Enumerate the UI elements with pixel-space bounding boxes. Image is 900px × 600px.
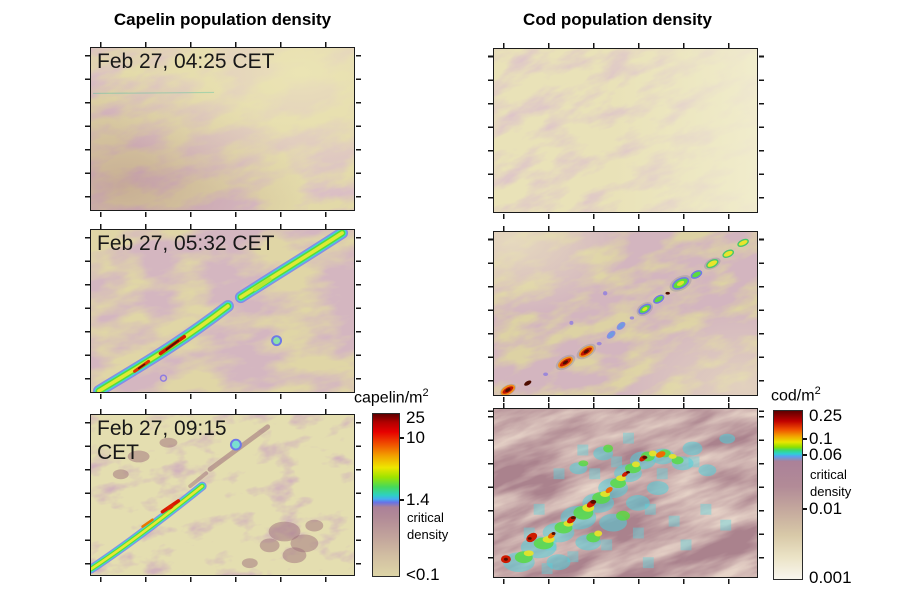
colorbar-unit-exponent: 2 xyxy=(814,385,821,397)
axis-ticks-bottom xyxy=(493,213,758,219)
axis-ticks-bottom xyxy=(90,393,355,399)
column-title-capelin: Capelin population density xyxy=(113,10,332,29)
axis-ticks-right xyxy=(758,408,764,578)
axis-ticks-left xyxy=(487,48,493,213)
axis-ticks-bottom xyxy=(493,396,758,402)
axis-ticks-top xyxy=(493,225,758,231)
colorbar-tickmark xyxy=(803,438,807,440)
axis-ticks-bottom xyxy=(90,211,355,217)
colorbar-cod: cod/m2 0.25 0.1 0.06 critical density 0.… xyxy=(771,385,883,586)
colorbar-unit-base: cod/m xyxy=(771,387,815,405)
colorbar-tickmark xyxy=(400,499,404,501)
capelin-school-band xyxy=(99,233,342,392)
axis-ticks-top xyxy=(493,402,758,408)
axis-ticks-left xyxy=(487,231,493,396)
colorbar-capelin: capelin/m2 25 10 1.4 critical density <0… xyxy=(354,387,482,583)
colorbar-tickmark xyxy=(803,454,807,456)
heatmap-panel-capelin-row3: Feb 27, 09:15 CET xyxy=(84,408,361,582)
axis-ticks-right xyxy=(355,47,361,211)
timestamp-label: Feb 27, 09:15 CET xyxy=(97,417,227,464)
heatmap-image-capelin-row1 xyxy=(91,48,354,210)
colorbar-tick-label: 10 xyxy=(406,428,425,447)
stray-school-blob xyxy=(229,438,242,451)
axis-ticks-top xyxy=(90,223,355,229)
colorbar-tick-label: <0.1 xyxy=(406,565,440,584)
axis-ticks-left xyxy=(84,47,90,211)
cod-aggregation-chain xyxy=(499,238,749,395)
heatmap-panel-cod-row2 xyxy=(487,225,764,402)
critical-density-label: critical density xyxy=(407,510,449,543)
axis-ticks-bottom xyxy=(90,576,355,582)
axis-ticks-right xyxy=(758,48,764,213)
colorbar-tick-label: 25 xyxy=(406,408,425,427)
colorbar-unit-base: capelin/m xyxy=(354,389,423,407)
heatmap-panel-cod-row1 xyxy=(487,42,764,219)
colorbar-gradient-capelin xyxy=(372,413,400,577)
colorbar-tick-label: 0.001 xyxy=(809,568,852,587)
colorbar-tick-label: 0.01 xyxy=(809,499,843,518)
axis-ticks-right xyxy=(355,414,361,576)
axis-ticks-bottom xyxy=(493,578,758,584)
axis-ticks-top xyxy=(90,41,355,47)
stray-school-blob xyxy=(271,335,283,347)
column-title-cod: Cod population density xyxy=(523,10,712,29)
colorbar-unit-exponent: 2 xyxy=(422,387,429,399)
colorbar-tick-label: 1.4 xyxy=(406,490,430,509)
timestamp-label: Feb 27, 05:32 CET xyxy=(97,232,275,255)
residual-patches xyxy=(112,437,324,569)
heatmap-panel-capelin-row2: Feb 27, 05:32 CET xyxy=(84,223,361,399)
colorbar-tickmark xyxy=(803,508,807,510)
axis-ticks-right xyxy=(355,229,361,393)
axis-ticks-left xyxy=(487,408,493,578)
timestamp-label: Feb 27, 04:25 CET xyxy=(97,50,275,73)
echo-artifact-line xyxy=(92,91,215,95)
colorbar-title-capelin: capelin/m2 xyxy=(354,387,429,407)
colorbar-tick-label: 0.25 xyxy=(809,406,843,425)
heatmap-image-cod-row3 xyxy=(494,409,757,577)
red-hotspots xyxy=(500,451,666,564)
colorbar-gradient-cod xyxy=(773,410,803,580)
heatmap-image-capelin-row2 xyxy=(91,230,354,392)
heatmap-image-cod-row2 xyxy=(494,232,757,395)
heatmap-panel-cod-row3 xyxy=(487,402,764,584)
axis-ticks-left xyxy=(84,229,90,393)
heatmap-image-cod-row1 xyxy=(494,49,757,212)
axis-ticks-right xyxy=(758,231,764,396)
heatmap-panel-capelin-row1: Feb 27, 04:25 CET xyxy=(84,41,361,217)
axis-ticks-left xyxy=(84,414,90,576)
capelin-school-band xyxy=(91,424,271,569)
axis-ticks-top xyxy=(90,408,355,414)
heatmap-image-capelin-row3 xyxy=(91,415,354,575)
colorbar-title-cod: cod/m2 xyxy=(771,385,821,405)
colorbar-tick-label: 0.06 xyxy=(809,445,843,464)
colorbar-tickmark xyxy=(400,437,404,439)
axis-ticks-top xyxy=(493,42,758,48)
colorbar-tick-label: 0.1 xyxy=(809,429,833,448)
cod-aggregation-field xyxy=(500,432,736,575)
critical-density-label: critical density xyxy=(810,467,852,500)
